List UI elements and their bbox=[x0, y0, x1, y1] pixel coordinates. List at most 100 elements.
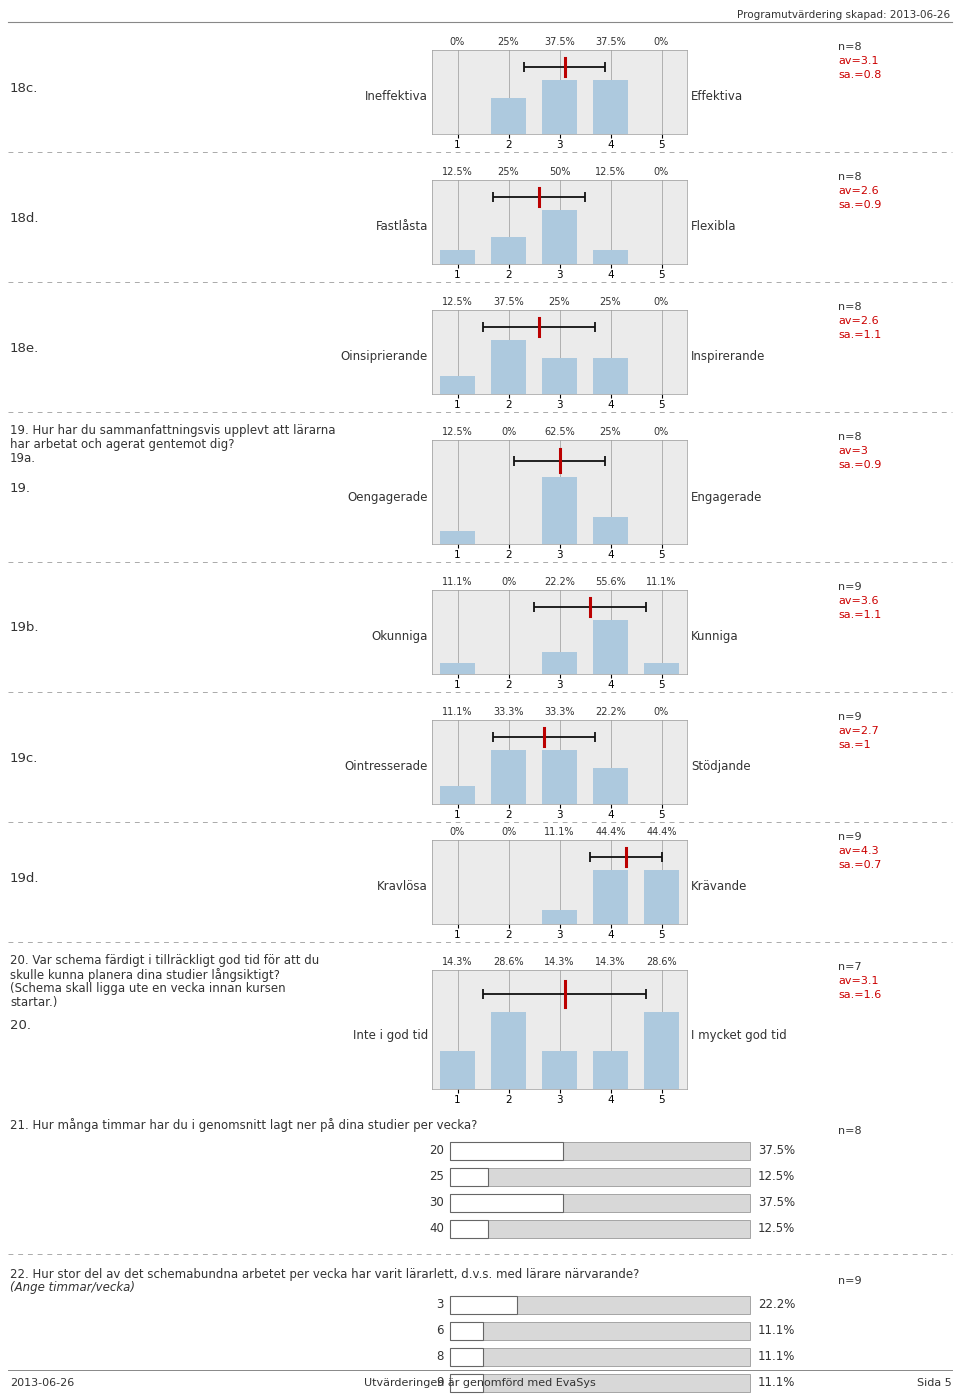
Text: sa.=0.9: sa.=0.9 bbox=[838, 460, 881, 470]
Text: av=2.7: av=2.7 bbox=[838, 725, 878, 737]
Bar bbox=[592, 1050, 629, 1089]
Text: Ineffektiva: Ineffektiva bbox=[365, 89, 428, 103]
Text: 40: 40 bbox=[429, 1222, 444, 1236]
Text: 14.3%: 14.3% bbox=[595, 957, 626, 967]
Text: 37.5%: 37.5% bbox=[758, 1144, 795, 1158]
Bar bbox=[541, 911, 577, 923]
Text: 11.1%: 11.1% bbox=[646, 578, 677, 587]
Text: av=3.1: av=3.1 bbox=[838, 976, 878, 986]
Text: 11.1%: 11.1% bbox=[443, 707, 472, 717]
Bar bbox=[541, 359, 577, 393]
Bar bbox=[440, 785, 475, 804]
Text: 50%: 50% bbox=[549, 167, 570, 177]
Bar bbox=[440, 251, 475, 264]
Text: Utvärderingen är genomförd med EvaSys: Utvärderingen är genomförd med EvaSys bbox=[364, 1378, 596, 1388]
Text: 55.6%: 55.6% bbox=[595, 578, 626, 587]
Text: 25%: 25% bbox=[497, 167, 519, 177]
Text: av=3.1: av=3.1 bbox=[838, 56, 878, 66]
Text: 30: 30 bbox=[429, 1197, 444, 1209]
Text: n=9: n=9 bbox=[838, 711, 862, 723]
Text: 37.5%: 37.5% bbox=[595, 38, 626, 47]
Text: 37.5%: 37.5% bbox=[544, 38, 575, 47]
Text: Engagerade: Engagerade bbox=[691, 491, 762, 504]
Text: 0%: 0% bbox=[450, 38, 466, 47]
Text: 33.3%: 33.3% bbox=[544, 707, 575, 717]
Text: 14.3%: 14.3% bbox=[544, 957, 575, 967]
Text: 9: 9 bbox=[437, 1377, 444, 1389]
Text: 18c.: 18c. bbox=[10, 81, 38, 95]
Text: Inspirerande: Inspirerande bbox=[691, 350, 765, 363]
Text: 18e.: 18e. bbox=[10, 342, 39, 354]
Text: av=4.3: av=4.3 bbox=[838, 845, 878, 857]
Bar bbox=[592, 870, 629, 923]
Text: 11.1%: 11.1% bbox=[758, 1377, 796, 1389]
Text: Fastlåsta: Fastlåsta bbox=[375, 219, 428, 233]
Bar bbox=[592, 80, 629, 134]
Text: n=9: n=9 bbox=[838, 1276, 862, 1286]
Text: Kravlösa: Kravlösa bbox=[377, 880, 428, 893]
Bar bbox=[541, 80, 577, 134]
Text: 0%: 0% bbox=[654, 38, 669, 47]
Text: 19b.: 19b. bbox=[10, 622, 39, 635]
Bar bbox=[491, 237, 526, 264]
Text: 12.5%: 12.5% bbox=[595, 167, 626, 177]
Bar bbox=[541, 477, 577, 544]
Text: 37.5%: 37.5% bbox=[758, 1197, 795, 1209]
Text: 0%: 0% bbox=[501, 578, 516, 587]
Text: 0%: 0% bbox=[654, 707, 669, 717]
Bar bbox=[592, 619, 629, 674]
Text: Okunniga: Okunniga bbox=[372, 629, 428, 643]
Text: (Ange timmar/vecka): (Ange timmar/vecka) bbox=[10, 1281, 135, 1295]
Text: av=2.6: av=2.6 bbox=[838, 186, 878, 197]
Bar bbox=[643, 663, 680, 674]
Text: Oengagerade: Oengagerade bbox=[348, 491, 428, 504]
Bar bbox=[541, 1050, 577, 1089]
Text: Effektiva: Effektiva bbox=[691, 89, 743, 103]
Text: 11.1%: 11.1% bbox=[758, 1324, 796, 1338]
Text: sa.=0.9: sa.=0.9 bbox=[838, 199, 881, 211]
Text: n=9: n=9 bbox=[838, 582, 862, 591]
Bar bbox=[491, 749, 526, 804]
Text: 19. Hur har du sammanfattningsvis upplevt att lärarna: 19. Hur har du sammanfattningsvis upplev… bbox=[10, 424, 335, 437]
Text: 28.6%: 28.6% bbox=[493, 957, 524, 967]
Bar bbox=[440, 375, 475, 393]
Text: 11.1%: 11.1% bbox=[758, 1350, 796, 1363]
Text: n=8: n=8 bbox=[838, 301, 862, 312]
Bar bbox=[440, 530, 475, 544]
Text: n=9: n=9 bbox=[838, 831, 862, 843]
Text: av=3.6: av=3.6 bbox=[838, 596, 878, 605]
Text: Sida 5: Sida 5 bbox=[917, 1378, 952, 1388]
Text: 19a.: 19a. bbox=[10, 452, 36, 465]
Bar bbox=[643, 870, 680, 923]
Text: 25%: 25% bbox=[497, 38, 519, 47]
Text: 18d.: 18d. bbox=[10, 212, 39, 225]
Text: sa.=0.8: sa.=0.8 bbox=[838, 70, 881, 80]
Text: 12.5%: 12.5% bbox=[758, 1222, 795, 1236]
Text: skulle kunna planera dina studier långsiktigt?: skulle kunna planera dina studier långsi… bbox=[10, 968, 280, 982]
Text: 33.3%: 33.3% bbox=[493, 707, 524, 717]
Text: 25: 25 bbox=[429, 1170, 444, 1183]
Text: av=2.6: av=2.6 bbox=[838, 317, 878, 326]
Text: sa.=1.6: sa.=1.6 bbox=[838, 990, 881, 1000]
Text: 21. Hur många timmar har du i genomsnitt lagt ner på dina studier per vecka?: 21. Hur många timmar har du i genomsnitt… bbox=[10, 1117, 477, 1131]
Text: 2013-06-26: 2013-06-26 bbox=[10, 1378, 74, 1388]
Text: I mycket god tid: I mycket god tid bbox=[691, 1030, 787, 1042]
Text: 44.4%: 44.4% bbox=[595, 827, 626, 837]
Text: n=8: n=8 bbox=[838, 432, 862, 442]
Text: 12.5%: 12.5% bbox=[443, 297, 473, 307]
Text: har arbetat och agerat gentemot dig?: har arbetat och agerat gentemot dig? bbox=[10, 438, 234, 451]
Bar bbox=[592, 767, 629, 804]
Text: Ointresserade: Ointresserade bbox=[345, 760, 428, 773]
Text: 25%: 25% bbox=[549, 297, 570, 307]
Text: n=8: n=8 bbox=[838, 172, 862, 181]
Text: Oinsiprierande: Oinsiprierande bbox=[341, 350, 428, 363]
Text: 3: 3 bbox=[437, 1299, 444, 1311]
Text: 0%: 0% bbox=[501, 827, 516, 837]
Bar bbox=[592, 359, 629, 393]
Text: 25%: 25% bbox=[600, 297, 621, 307]
Text: Stödjande: Stödjande bbox=[691, 760, 751, 773]
Text: 8: 8 bbox=[437, 1350, 444, 1363]
Text: 0%: 0% bbox=[654, 427, 669, 437]
Text: Programutvärdering skapad: 2013-06-26: Programutvärdering skapad: 2013-06-26 bbox=[737, 10, 950, 20]
Text: 44.4%: 44.4% bbox=[646, 827, 677, 837]
